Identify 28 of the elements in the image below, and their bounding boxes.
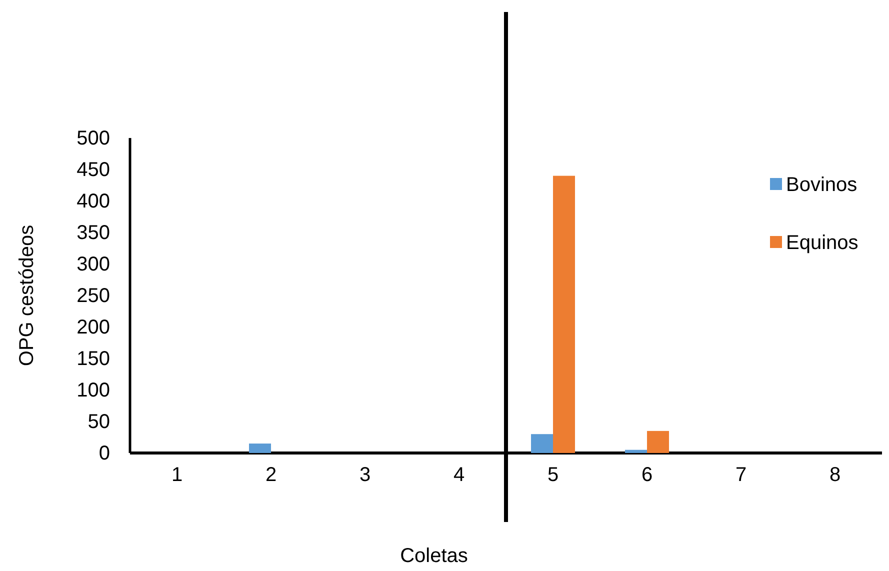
x-tick-label: 5 — [547, 464, 559, 486]
bar — [553, 176, 575, 453]
x-tick-label: 3 — [359, 464, 371, 486]
x-tick-label: 1 — [171, 464, 183, 486]
y-tick-label: 150 — [76, 348, 110, 370]
x-tick-label: 4 — [453, 464, 465, 486]
y-tick-label: 500 — [76, 127, 110, 150]
x-tick-label: 2 — [265, 464, 277, 486]
y-tick-label: 200 — [76, 316, 110, 338]
y-axis-title: OPG cestódeos — [16, 224, 38, 366]
y-tick-label: 0 — [98, 442, 110, 464]
y-tick-label: 50 — [88, 410, 110, 433]
y-tick-label: 300 — [76, 253, 110, 276]
legend-label: Equinos — [786, 232, 858, 254]
x-axis-title: Coletas — [400, 545, 468, 567]
bar — [647, 430, 669, 453]
legend-label: Bovinos — [786, 174, 858, 196]
y-tick-label: 350 — [76, 222, 110, 244]
y-tick-label: 450 — [76, 158, 110, 181]
y-tick-label: 100 — [76, 379, 110, 402]
x-tick-label: 8 — [829, 464, 841, 486]
y-tick-label: 400 — [76, 190, 110, 212]
x-tick-label: 6 — [641, 464, 653, 486]
x-tick-label: 7 — [735, 464, 747, 486]
bar — [249, 444, 271, 453]
y-tick-label: 250 — [76, 284, 110, 307]
bar — [625, 450, 647, 453]
bar — [531, 434, 553, 453]
